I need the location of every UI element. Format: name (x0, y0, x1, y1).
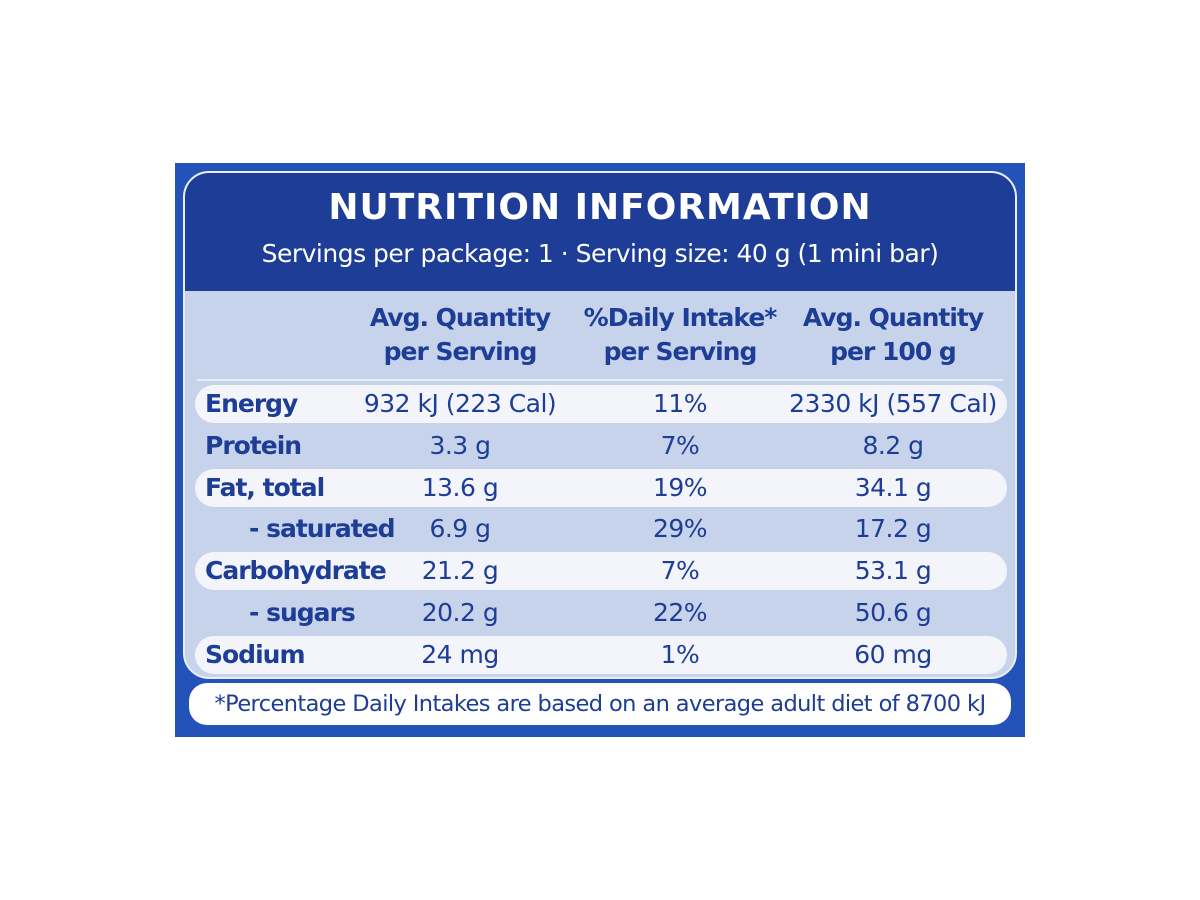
table-row: - sugars 20.2 g 22% 50.6 g (195, 594, 1007, 632)
value-cell: 2330 kJ (557 Cal) (789, 389, 997, 418)
value-cell: 24 mg (421, 639, 499, 669)
table-area: NUTRITION INFORMATION Servings per packa… (183, 171, 1017, 679)
table-row: Energy 932 kJ (223 Cal) 11% 2330 kJ (557 Ca… (195, 385, 1007, 423)
nutrient-name: Sodium (205, 639, 305, 669)
label-panel: NUTRITION INFORMATION Servings per packa… (175, 163, 1025, 737)
nutrient-name: Protein (205, 430, 302, 460)
value-cell: 34.1 g (854, 472, 932, 502)
value-cell: 60 mg (854, 639, 932, 669)
value-cell: 7% (660, 556, 700, 586)
nutrient-name: Carbohydrate (205, 556, 387, 586)
value-cell: 7% (660, 430, 700, 460)
table-row: Protein 3.3 g 7% 8.2 g (195, 427, 1007, 465)
column-header: Avg. Quantity per Serving (350, 301, 570, 369)
value-cell: 11% (652, 389, 708, 418)
footnote: *Percentage Daily Intakes are based on a… (189, 683, 1011, 725)
value-cell: 17.2 g (854, 514, 932, 544)
value-cell: 22% (652, 598, 708, 627)
table-row: Carbohydrate 21.2 g 7% 53.1 g (195, 552, 1007, 591)
nutrient-name: Fat, total (205, 472, 325, 502)
value-cell: 21.2 g (421, 556, 499, 586)
value-cell: 1% (660, 639, 700, 669)
nutrient-name: Energy (205, 389, 298, 418)
nutrient-name: - saturated (249, 514, 396, 544)
header-line: per 100 g (830, 337, 957, 366)
column-header: %Daily Intake* per Serving (570, 301, 790, 369)
value-cell: 8.2 g (862, 430, 924, 460)
header-line: Avg. Quantity (369, 303, 551, 332)
nutrient-name: - sugars (249, 598, 356, 627)
header-line: per Serving (603, 337, 758, 366)
value-cell: 50.6 g (854, 598, 932, 627)
subtitle: Servings per package: 1 · Serving size: … (261, 239, 939, 268)
value-cell: 3.3 g (429, 430, 491, 460)
header-band: NUTRITION INFORMATION Servings per packa… (185, 173, 1015, 291)
header-line: Avg. Quantity (802, 303, 984, 332)
table-row: - saturated 6.9 g 29% 17.2 g (195, 510, 1007, 548)
header-line: per Serving (383, 337, 538, 366)
title: NUTRITION INFORMATION (328, 187, 872, 228)
table-row: Fat, total 13.6 g 19% 34.1 g (195, 468, 1007, 507)
value-cell: 20.2 g (421, 598, 499, 627)
value-cell: 29% (652, 514, 708, 544)
value-cell: 6.9 g (429, 514, 491, 544)
divider (197, 379, 1003, 381)
column-header: Avg. Quantity per 100 g (783, 301, 1003, 369)
value-cell: 13.6 g (421, 472, 499, 502)
value-cell: 19% (652, 472, 708, 502)
table-row: Sodium 24 mg 1% 60 mg (195, 635, 1007, 674)
value-cell: 53.1 g (854, 556, 932, 586)
header-line: %Daily Intake* (583, 303, 778, 332)
value-cell: 932 kJ (223 Cal) (363, 389, 557, 418)
